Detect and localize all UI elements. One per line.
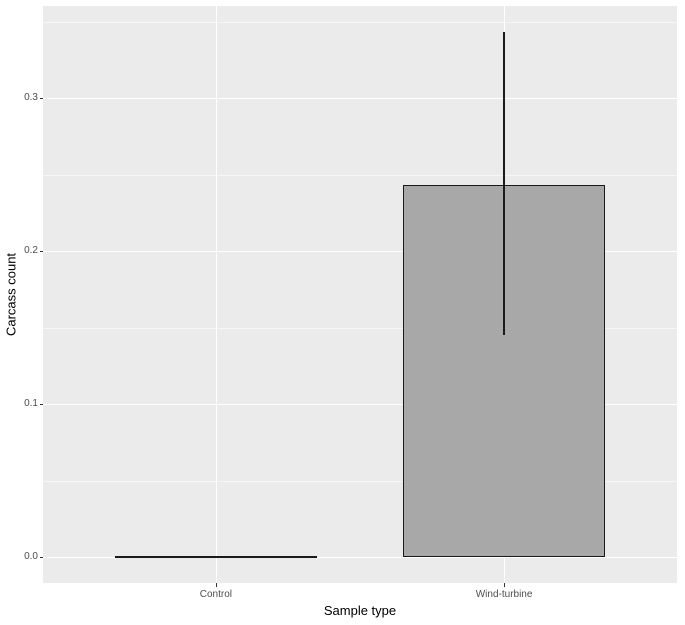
- bar-control: [115, 556, 317, 558]
- y-tick-label: 0.1: [24, 398, 38, 409]
- y-tick-label: 0.3: [24, 92, 38, 103]
- x-axis-title: Sample type: [323, 603, 397, 618]
- y-tick-label: 0.2: [24, 245, 38, 256]
- x-tick-label: Control: [199, 589, 233, 600]
- errorbar-wind-turbine: [503, 32, 505, 336]
- gridline-minor-horizontal: [43, 327, 677, 329]
- plot-panel: [43, 6, 677, 583]
- y-tick-mark: [40, 98, 43, 99]
- gridline-major-vertical: [215, 6, 217, 583]
- x-tick-label: Wind-turbine: [475, 589, 533, 600]
- y-tick-label: 0.0: [24, 551, 38, 562]
- gridline-major-horizontal: [43, 557, 677, 558]
- gridline-major-horizontal: [43, 404, 677, 405]
- y-tick-mark: [40, 557, 43, 558]
- y-tick-mark: [40, 251, 43, 252]
- gridline-minor-horizontal: [43, 21, 677, 23]
- y-tick-mark: [40, 404, 43, 405]
- gridline-major-horizontal: [43, 98, 677, 99]
- gridline-minor-horizontal: [43, 480, 677, 482]
- x-tick-mark: [215, 583, 217, 587]
- gridline-major-horizontal: [43, 251, 677, 252]
- x-tick-mark: [504, 583, 506, 587]
- y-axis-title: Carcass count: [3, 252, 19, 337]
- gridline-minor-horizontal: [43, 174, 677, 176]
